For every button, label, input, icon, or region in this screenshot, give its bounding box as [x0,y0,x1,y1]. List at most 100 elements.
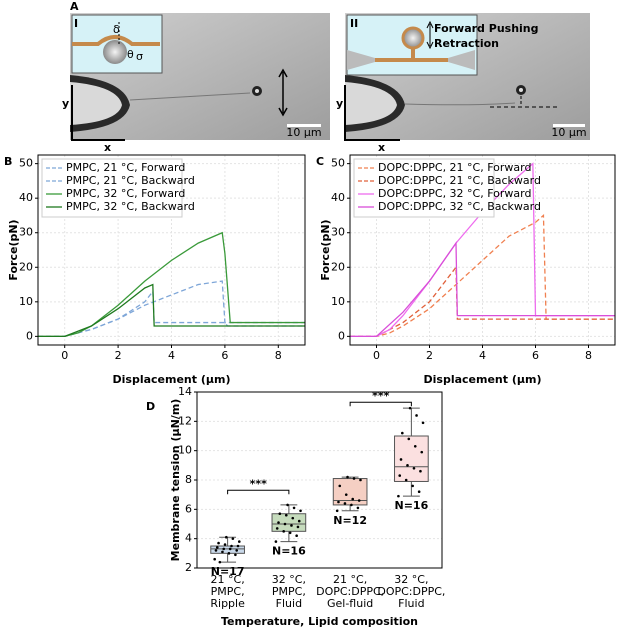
data-point [344,493,348,496]
y-tick-label: 8 [185,473,192,486]
x-tick-label: 8 [585,349,592,362]
y-tick-label: 20 [19,260,33,273]
legend-label: PMPC, 32 °C, Forward [66,187,185,200]
y-tick-label: 10 [19,295,33,308]
y-tick-label: 0 [26,329,33,342]
y-tick-label: 0 [338,329,345,342]
data-point [338,484,342,488]
x-tick-label: 6 [221,349,228,362]
y-tick-label: 20 [331,260,345,273]
x-tick-label: 2 [115,349,122,362]
data-point [221,550,224,554]
x-tick-label: 0 [373,349,380,362]
y-axis-label: Membrane tension (µN/m) [169,399,182,562]
data-point [282,530,285,533]
data-point [337,500,340,504]
data-point [419,469,422,473]
x-tick-label: DOPC:DPPC, [377,585,445,598]
x-tick-label: DOPC:DPPC, [316,585,384,598]
data-point [214,549,218,552]
x-tick-label: PMPC, [211,585,245,598]
panel-label: D [146,400,155,413]
data-point [283,522,287,526]
data-point [278,512,282,516]
y-tick-label: 2 [185,561,192,574]
y-tick-label: 30 [331,226,345,239]
legend-label: DOPC:DPPC, 21 °C, Forward [378,161,531,174]
panel-label: C [316,155,324,168]
data-point [397,494,400,498]
x-tick-label: 21 °C, [211,573,245,586]
data-point [399,458,403,461]
data-point [346,475,349,479]
data-point [288,531,292,535]
axis-symbol: y [336,97,343,110]
data-point [234,553,237,557]
scale-bar-label: 10 µm [551,126,586,139]
significance-bracket [349,401,412,407]
panel-label: A [70,0,79,13]
y-axis-label: Force(pN) [319,219,332,280]
y-tick-label: 40 [331,191,345,204]
axis-symbol: y [62,97,69,110]
symbol: θ [127,48,134,61]
annotation: Forward Pushing [434,22,539,35]
data-point [215,546,219,549]
data-point [290,524,293,527]
data-point [277,521,280,524]
x-tick-label: Ripple [210,597,245,610]
data-point [359,478,362,482]
data-point [225,535,228,539]
y-tick-label: 40 [19,191,33,204]
x-tick-label: 2 [426,349,433,362]
line-series [350,241,615,338]
y-tick-label: 6 [185,502,192,515]
x-tick-label: Fluid [276,597,302,610]
annotation: Retraction [434,37,499,50]
x-tick-label: 32 °C, [394,573,428,586]
data-point [218,560,222,564]
data-point [421,421,425,425]
symbol: δ [113,23,120,36]
axis-symbol: x [378,141,385,154]
data-point [356,506,360,510]
data-point [357,499,361,502]
legend-label: DOPC:DPPC, 21 °C, Backward [378,174,541,187]
data-point [404,478,408,482]
significance-label: *** [372,389,390,402]
y-tick-label: 30 [19,226,33,239]
panel-sublabel: II [350,17,358,30]
data-point [292,506,296,510]
data-point [401,431,404,435]
data-point [420,450,424,454]
data-point [223,543,227,546]
x-tick-label: 4 [168,349,175,362]
x-tick-label: 32 °C, [272,573,306,586]
legend-box [41,158,183,218]
legend-label: DOPC:DPPC, 32 °C, Forward [378,187,531,200]
data-point [297,519,301,523]
data-point [417,490,421,494]
panel-label: B [4,155,12,168]
x-tick-label: PMPC, [272,585,306,598]
n-label: N=16 [272,545,306,558]
data-point [228,547,232,551]
data-point [227,552,231,555]
plot-frame [349,154,616,346]
y-axis-label: Force(pN) [7,219,20,280]
data-point [350,503,353,507]
x-tick-label: 4 [479,349,486,362]
data-point [286,503,289,507]
legend-label: PMPC, 21 °C, Forward [66,161,185,174]
x-tick-label: 8 [275,349,282,362]
x-axis-label: Temperature, Lipid composition [221,615,418,628]
data-point [284,513,288,517]
y-tick-label: 10 [331,295,345,308]
data-point [217,541,220,545]
data-point [274,540,278,543]
data-point [413,444,417,448]
y-tick-label: 14 [178,385,192,398]
scale-bar-label: 10 µm [286,126,321,139]
y-tick-label: 50 [331,157,345,170]
data-point [411,484,414,488]
